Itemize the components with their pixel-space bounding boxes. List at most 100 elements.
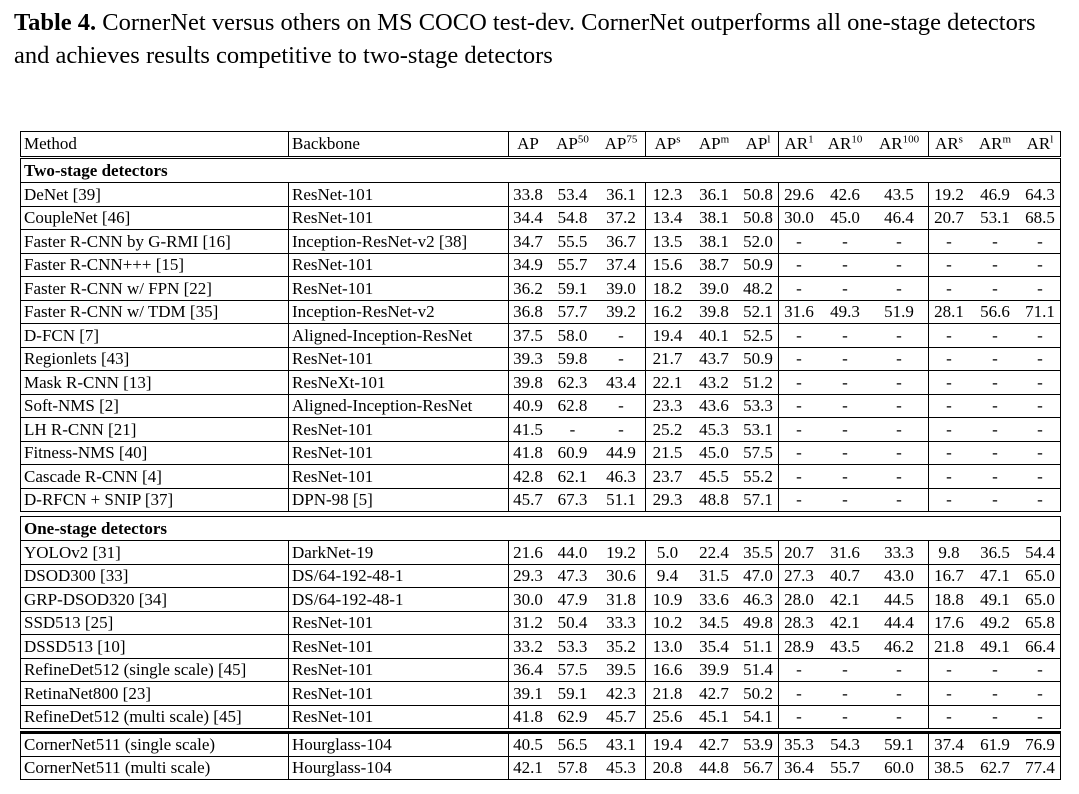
value-cell: 37.4: [606, 255, 636, 274]
backbone-cell: Hourglass-104: [292, 758, 392, 777]
method-cell: DSOD300 [33]: [24, 566, 129, 585]
value-cell: 44.5: [884, 589, 914, 609]
value-cell: -: [1037, 466, 1043, 486]
value-cell: -: [842, 660, 848, 679]
value-cell: 52.0: [743, 231, 773, 251]
value-cell: -: [946, 372, 952, 392]
value-cell: 39.5: [606, 660, 636, 679]
rule: [20, 370, 1061, 371]
rule: [288, 182, 289, 511]
value-cell: 49.8: [743, 613, 773, 632]
value-cell: -: [1037, 660, 1043, 679]
header-text: Backbone: [292, 134, 360, 153]
value-cell: 29.3: [652, 490, 683, 509]
value-cell: -: [896, 231, 902, 251]
rule: [1060, 731, 1061, 780]
value-cell: 39.8: [513, 372, 543, 392]
value-cell: -: [1037, 255, 1043, 274]
value-cell: 19.4: [652, 325, 683, 345]
value-cell: 51.4: [743, 660, 773, 679]
value-cell: 46.3: [743, 589, 773, 609]
value-cell: 50.2: [743, 683, 773, 703]
value-cell: 57.8: [557, 758, 588, 777]
backbone-cell: DS/64-192-48-1: [292, 589, 404, 609]
value-cell: -: [796, 231, 802, 251]
value-cell: 45.0: [699, 443, 729, 462]
header-sup: 75: [626, 133, 638, 146]
value-cell: 28.1: [934, 302, 964, 321]
value-cell: -: [946, 231, 952, 251]
value-cell: 44.9: [606, 443, 636, 462]
value-cell: -: [842, 349, 848, 368]
value-cell: 67.3: [557, 490, 588, 509]
rule: [20, 131, 21, 156]
value-cell: 43.0: [884, 566, 914, 585]
value-cell: -: [796, 490, 802, 509]
value-cell: -: [1037, 707, 1043, 726]
value-cell: 34.9: [513, 255, 543, 274]
value-cell: -: [1037, 372, 1043, 392]
value-cell: -: [992, 231, 998, 251]
value-cell: 53.4: [557, 184, 588, 204]
value-cell: 65.0: [1025, 589, 1055, 609]
value-cell: -: [842, 396, 848, 415]
value-cell: 39.0: [606, 278, 636, 298]
value-cell: 18.8: [934, 589, 964, 609]
header-text: AR: [978, 134, 1003, 153]
value-cell: 43.1: [606, 734, 636, 754]
value-cell: -: [896, 372, 902, 392]
value-cell: 10.2: [652, 613, 683, 632]
value-cell: 33.2: [513, 636, 543, 656]
method-cell: SSD513 [25]: [24, 613, 114, 632]
section-title: Two-stage detectors: [24, 161, 168, 180]
method-cell: Cascade R-CNN [4]: [24, 466, 162, 486]
value-cell: 50.8: [743, 208, 773, 227]
method-cell: DSSD513 [10]: [24, 636, 126, 656]
rule: [20, 156, 1061, 157]
value-cell: -: [992, 683, 998, 703]
column-header: Backbone: [292, 132, 360, 155]
value-cell: 33.8: [513, 184, 543, 204]
backbone-cell: ResNet-101: [292, 443, 374, 462]
value-cell: -: [992, 419, 998, 439]
value-cell: 41.8: [513, 443, 543, 462]
backbone-cell: ResNet-101: [292, 184, 374, 204]
value-cell: 30.0: [784, 208, 814, 227]
header-sup: m: [1002, 133, 1012, 146]
value-cell: 39.9: [699, 660, 729, 679]
method-cell: CornerNet511 (multi scale): [24, 758, 211, 777]
rule: [928, 540, 929, 728]
value-cell: 51.2: [743, 372, 773, 392]
value-cell: 56.7: [743, 758, 773, 777]
value-cell: 50.9: [743, 255, 773, 274]
value-cell: 22.4: [699, 542, 729, 562]
rule: [20, 587, 1061, 588]
value-cell: 39.2: [606, 302, 636, 321]
value-cell: 28.9: [784, 636, 814, 656]
value-cell: 29.6: [784, 184, 814, 204]
value-cell: 77.4: [1025, 758, 1055, 777]
value-cell: 35.3: [784, 734, 814, 754]
value-cell: 36.7: [606, 231, 636, 251]
value-cell: 19.4: [652, 734, 683, 754]
value-cell: -: [796, 660, 802, 679]
value-cell: -: [946, 255, 952, 274]
value-cell: -: [992, 278, 998, 298]
value-cell: -: [842, 707, 848, 726]
rule: [20, 731, 21, 780]
value-cell: -: [796, 325, 802, 345]
value-cell: 51.9: [884, 302, 914, 321]
value-cell: 42.8: [513, 466, 543, 486]
value-cell: 23.3: [652, 396, 683, 415]
value-cell: 42.6: [830, 184, 860, 204]
value-cell: -: [992, 396, 998, 415]
value-cell: 36.1: [606, 184, 636, 204]
rule: [778, 540, 779, 728]
column-header: AR10: [820, 132, 870, 155]
value-cell: -: [1037, 490, 1043, 509]
column-header: AR100: [870, 132, 928, 155]
value-cell: 33.3: [606, 613, 636, 632]
method-cell: YOLOv2 [31]: [24, 542, 121, 562]
value-cell: 50.4: [557, 613, 588, 632]
value-cell: 36.2: [513, 278, 543, 298]
